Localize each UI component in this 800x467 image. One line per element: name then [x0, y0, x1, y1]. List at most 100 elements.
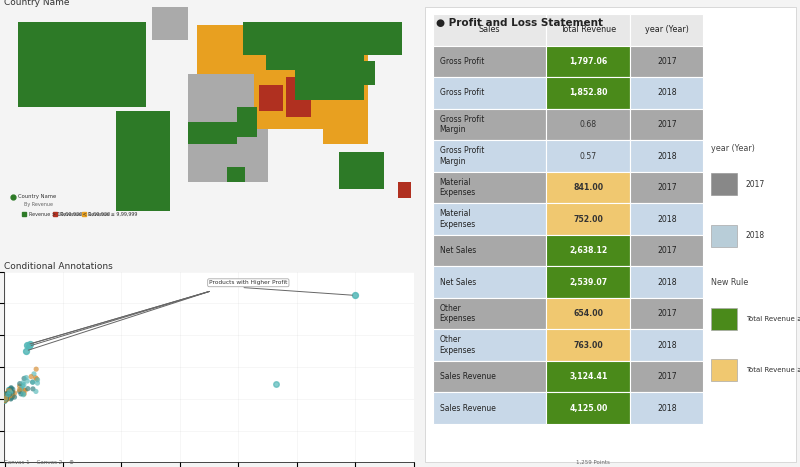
Point	[2, 391, 14, 398]
Bar	[546, 298, 630, 329]
Point	[2, 389, 15, 397]
Point	[2, 393, 14, 401]
Point	[0, 393, 11, 401]
Bar	[630, 46, 703, 77]
Text: Sales Revenue: Sales Revenue	[439, 372, 495, 381]
Point	[2, 394, 14, 402]
Point	[0, 392, 12, 399]
Point	[0, 395, 13, 402]
Point	[8, 393, 21, 401]
Point	[18, 375, 30, 382]
Point	[6, 392, 19, 399]
Point	[15, 385, 28, 392]
Point	[0, 396, 11, 403]
Polygon shape	[398, 182, 411, 198]
Polygon shape	[115, 112, 170, 212]
Point	[2, 391, 14, 398]
Point	[0, 396, 11, 404]
Text: Gross Profit
Margin: Gross Profit Margin	[439, 115, 484, 134]
Point	[2, 391, 15, 399]
Point	[3, 386, 16, 393]
Point	[0, 395, 11, 402]
Point	[0, 393, 12, 401]
Polygon shape	[188, 122, 238, 144]
Point	[0, 394, 11, 402]
Point	[0, 394, 11, 401]
Point	[0, 395, 11, 403]
Bar	[710, 360, 737, 381]
Point	[4, 391, 17, 398]
Point	[6, 388, 18, 396]
Point	[1, 391, 14, 398]
Text: Total Revenue ≥ 500: Total Revenue ≥ 500	[746, 368, 800, 373]
Point	[0, 395, 12, 403]
Point	[0, 394, 12, 401]
Text: Gross Profit: Gross Profit	[439, 88, 484, 98]
Point	[0, 394, 11, 401]
Text: Products with Higher Profit: Products with Higher Profit	[209, 280, 287, 285]
Text: Total Revenue ≥ 1,...: Total Revenue ≥ 1,...	[746, 316, 800, 322]
Point	[0, 394, 13, 401]
Point	[14, 388, 26, 395]
Bar	[546, 235, 630, 266]
Point	[0, 394, 12, 402]
Point	[0, 396, 11, 403]
Point	[0, 393, 12, 401]
Point	[0, 394, 12, 401]
Point	[18, 387, 30, 394]
Point	[0, 394, 11, 401]
Point	[1, 393, 14, 400]
Text: 2017: 2017	[657, 372, 677, 381]
Polygon shape	[286, 77, 311, 118]
Bar	[546, 266, 630, 298]
Text: Gross Profit
Margin: Gross Profit Margin	[439, 146, 484, 166]
Point	[0, 394, 13, 402]
Bar	[433, 392, 546, 424]
Text: 2017: 2017	[657, 309, 677, 318]
Bar	[630, 140, 703, 172]
Point	[1, 393, 14, 401]
Point	[3, 388, 16, 396]
Bar	[630, 361, 703, 392]
Point	[0, 395, 11, 402]
Text: Other
Expenses: Other Expenses	[439, 304, 476, 323]
Polygon shape	[254, 55, 368, 129]
Point	[0, 393, 11, 401]
Bar	[546, 172, 630, 203]
Point	[0, 394, 12, 402]
Point	[1, 390, 14, 398]
Point	[15, 385, 28, 392]
Point	[0, 396, 11, 403]
Text: 2017: 2017	[657, 120, 677, 129]
Point	[0, 396, 12, 403]
Point	[2, 390, 15, 397]
Point	[31, 379, 44, 387]
Point	[0, 393, 12, 401]
Point	[29, 374, 42, 382]
Text: 2018: 2018	[746, 231, 765, 240]
Bar	[433, 298, 546, 329]
Point	[22, 385, 34, 392]
Point	[0, 394, 13, 402]
Point	[1, 391, 14, 399]
Point	[1, 393, 14, 400]
Text: Total Revenue: Total Revenue	[560, 25, 617, 35]
Bar	[433, 46, 546, 77]
Point	[0, 391, 11, 398]
Bar	[433, 203, 546, 235]
Bar	[433, 172, 546, 203]
Point	[0, 394, 11, 402]
Bar	[546, 14, 630, 46]
Bar	[433, 109, 546, 140]
Text: 2,539.07: 2,539.07	[570, 277, 607, 287]
Polygon shape	[227, 167, 246, 182]
Point	[13, 382, 26, 390]
Point	[0, 394, 13, 401]
Point	[2, 390, 14, 398]
Bar	[630, 298, 703, 329]
Point	[0, 394, 13, 402]
Bar	[630, 14, 703, 46]
Text: ● Profit and Loss Statement: ● Profit and Loss Statement	[437, 18, 603, 28]
Point	[0, 393, 11, 401]
Point	[20, 374, 33, 381]
